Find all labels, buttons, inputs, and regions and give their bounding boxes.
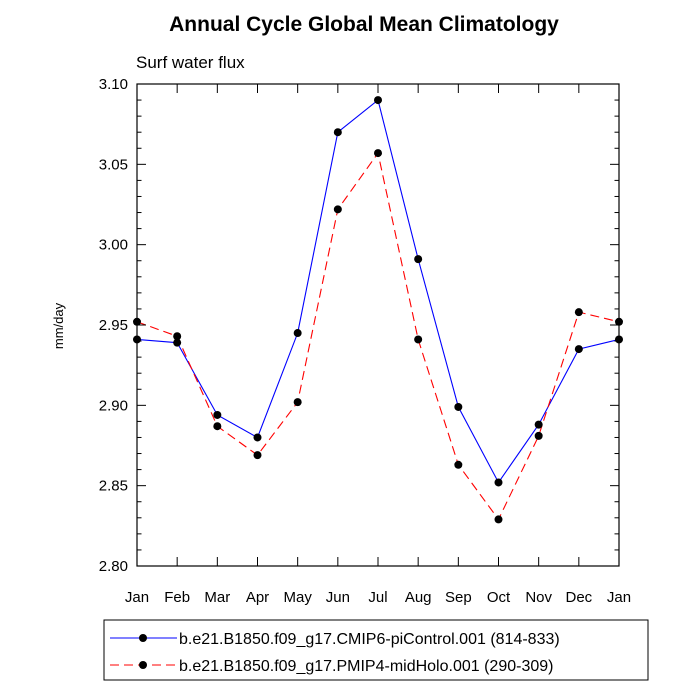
series-1-point xyxy=(293,329,302,338)
legend-label-2: b.e21.B1850.f09_g17.PMIP4-midHolo.001 (2… xyxy=(179,658,553,675)
series-2-point xyxy=(213,422,222,431)
series-1-point xyxy=(454,402,463,411)
series-line-1 xyxy=(136,99,620,484)
series-line-2 xyxy=(136,151,620,521)
x-tick-label: Jul xyxy=(368,589,387,606)
legend-label-1: b.e21.B1850.f09_g17.CMIP6-piControl.001 … xyxy=(179,631,560,648)
y-tick-label: 2.80 xyxy=(99,558,128,575)
series-2-point xyxy=(414,335,423,344)
x-tick-label: Mar xyxy=(204,589,230,606)
x-tick-label: Nov xyxy=(525,589,552,606)
series-1-point xyxy=(534,420,543,429)
y-tick-label: 3.10 xyxy=(99,76,128,93)
x-tick-label: Jan xyxy=(125,589,149,606)
x-tick-label: Jun xyxy=(326,589,350,606)
series-2-point xyxy=(333,205,342,214)
series-1-point xyxy=(414,255,423,264)
x-tick-label: Dec xyxy=(565,589,592,606)
series-2-point xyxy=(253,451,262,460)
series-2-point xyxy=(574,308,583,317)
series-2-point xyxy=(293,398,302,407)
series-1-point xyxy=(333,128,342,137)
chart-title: Annual Cycle Global Mean Climatology xyxy=(169,13,559,36)
x-tick-label: Feb xyxy=(164,589,190,606)
legend-marker-2 xyxy=(139,661,147,669)
series-2-point xyxy=(374,149,382,158)
y-tick-label: 2.95 xyxy=(99,317,128,334)
legend-box xyxy=(103,619,649,681)
y-tick-label: 3.00 xyxy=(99,237,128,254)
chart-subtitle: Surf water flux xyxy=(136,53,245,72)
series-1-point xyxy=(173,338,182,347)
legend-marker-1 xyxy=(139,634,147,642)
series-1-point xyxy=(494,478,503,487)
x-tick-label: Apr xyxy=(246,589,269,606)
series-1-point xyxy=(213,410,222,419)
y-tick-label: 2.85 xyxy=(99,478,128,495)
series-2-point xyxy=(534,431,543,440)
x-tick-label: Sep xyxy=(445,589,472,606)
series-2-point xyxy=(173,332,182,341)
x-tick-label: May xyxy=(283,589,312,606)
series-1-point xyxy=(574,345,583,354)
x-tick-label: Oct xyxy=(487,589,511,606)
series-2-point xyxy=(494,515,503,524)
x-tick-label: Jan xyxy=(607,589,631,606)
y-axis-label: mm/day xyxy=(51,302,66,349)
y-tick-label: 2.90 xyxy=(99,397,128,414)
y-tick-label: 3.05 xyxy=(99,156,128,173)
series-1-point xyxy=(374,96,382,105)
series-1-point xyxy=(253,433,262,442)
x-tick-label: Aug xyxy=(405,589,432,606)
series-2-point xyxy=(454,460,463,469)
